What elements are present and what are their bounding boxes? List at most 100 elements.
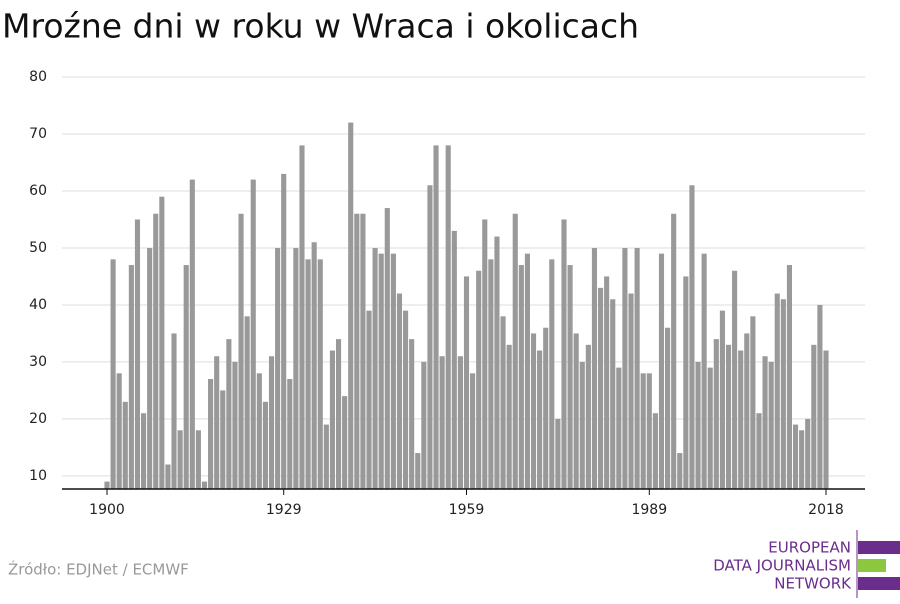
- bar: [561, 219, 567, 489]
- bar: [250, 179, 256, 489]
- bar: [683, 276, 689, 489]
- bar: [597, 287, 604, 489]
- y-tick-label: 40: [29, 297, 47, 313]
- chart-title: Mroźne dni w roku w Wraca i okolicach: [2, 7, 639, 46]
- bar: [719, 310, 725, 489]
- bar: [244, 316, 250, 489]
- bar: [640, 373, 646, 489]
- bar: [591, 247, 598, 489]
- logo-text: NETWORK: [774, 575, 852, 593]
- bar: [415, 453, 421, 489]
- bar: [122, 401, 128, 489]
- bar: [524, 253, 530, 489]
- bar: [208, 379, 214, 489]
- bar: [811, 344, 817, 489]
- bar: [305, 259, 311, 489]
- bar: [201, 481, 208, 489]
- bar: [403, 310, 409, 489]
- bar: [159, 196, 165, 490]
- bar: [104, 481, 110, 489]
- bar: [275, 247, 281, 489]
- bar: [189, 179, 195, 489]
- bar: [792, 424, 799, 489]
- bar: [658, 253, 665, 489]
- bar: [323, 424, 329, 489]
- bar: [652, 413, 658, 489]
- bar: [177, 430, 183, 489]
- x-tick-label: 1989: [631, 502, 667, 518]
- bar: [738, 350, 744, 489]
- bar: [335, 339, 342, 489]
- logo-bar: [858, 559, 886, 572]
- bar: [762, 356, 768, 489]
- bar: [384, 208, 390, 489]
- y-tick-label: 20: [29, 411, 47, 427]
- bar: [665, 327, 671, 489]
- bar: [470, 373, 476, 489]
- bar: [427, 185, 433, 489]
- bar: [744, 333, 750, 489]
- bar: [262, 401, 268, 489]
- x-tick-label: 1929: [266, 502, 302, 518]
- y-tick-label: 80: [29, 69, 47, 85]
- bar: [732, 270, 738, 489]
- bar: [390, 253, 396, 489]
- bar: [165, 464, 171, 489]
- bar: [293, 247, 299, 489]
- bar: [214, 356, 220, 489]
- bar: [786, 265, 792, 489]
- bar: [360, 213, 366, 489]
- bar: [500, 316, 506, 489]
- y-tick-label: 10: [29, 468, 47, 484]
- bar: [147, 247, 153, 489]
- bar: [153, 213, 159, 489]
- x-tick-label: 1959: [449, 502, 485, 518]
- bar: [372, 247, 378, 489]
- logo: EUROPEAN DATA JOURNALISM NETWORK: [713, 530, 900, 598]
- bar: [805, 418, 811, 489]
- bar: [646, 373, 652, 489]
- bar: [537, 350, 543, 489]
- bar: [457, 356, 463, 489]
- bar: [183, 265, 189, 489]
- bar: [616, 367, 622, 489]
- bar: [281, 173, 287, 489]
- bar: [622, 247, 628, 489]
- bar: [171, 333, 177, 489]
- y-tick-label: 60: [29, 183, 47, 199]
- bar: [628, 293, 634, 489]
- bar: [567, 265, 573, 489]
- bar: [713, 339, 719, 489]
- bar: [530, 333, 537, 489]
- bar: [488, 259, 494, 489]
- logo-bar: [858, 577, 900, 590]
- source: Źródło: EDJNet / ECMWF: [8, 560, 189, 579]
- bar: [585, 344, 591, 489]
- x-tick-label: 2018: [808, 502, 844, 518]
- bar: [238, 213, 244, 489]
- bar: [482, 219, 488, 489]
- bar: [768, 361, 774, 489]
- bar: [677, 453, 683, 489]
- bar: [378, 253, 384, 489]
- bar: [128, 265, 134, 489]
- bar: [634, 247, 640, 489]
- bar: [445, 145, 451, 489]
- bar: [232, 361, 238, 489]
- bar: [549, 259, 555, 489]
- bar: [396, 293, 403, 489]
- bar: [141, 413, 147, 489]
- bar: [579, 361, 585, 489]
- bar: [750, 316, 756, 489]
- bar: [433, 145, 439, 489]
- bar: [689, 185, 695, 489]
- bar: [506, 344, 512, 489]
- bar: [116, 373, 122, 489]
- bar: [494, 236, 500, 489]
- logo-text: DATA JOURNALISM: [713, 557, 851, 575]
- logo-bar: [858, 541, 900, 554]
- bar: [421, 361, 427, 489]
- bar: [555, 418, 561, 489]
- bar: [348, 122, 354, 489]
- y-tick-label: 50: [29, 240, 47, 256]
